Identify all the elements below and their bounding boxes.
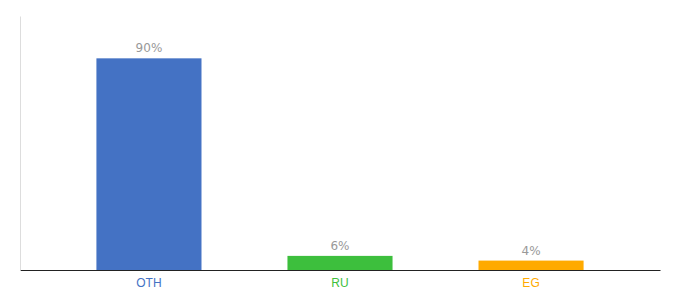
bar: [96, 58, 201, 270]
x-tick: OTH: [136, 276, 161, 290]
x-tick-label: RU: [331, 276, 348, 290]
bars: [96, 58, 583, 270]
bar: [479, 261, 584, 270]
bar: [287, 256, 392, 270]
x-tick: EG: [522, 276, 539, 290]
x-tick-label: OTH: [136, 276, 161, 290]
x-tick: RU: [331, 276, 348, 290]
data-label: 90%: [136, 41, 163, 55]
data-label: 6%: [330, 239, 349, 253]
y-axis-line: [20, 17, 21, 271]
x-tick-label: EG: [522, 276, 539, 290]
y-axis: [20, 17, 21, 271]
plot: 90% 6% 4% OTH RU EG: [21, 17, 661, 290]
data-labels: 90% 6% 4%: [136, 41, 541, 257]
x-axis-line: [21, 270, 661, 271]
x-axis: OTH RU EG: [21, 271, 661, 290]
chart: 90% 6% 4% OTH RU EG: [0, 0, 680, 300]
data-label: 4%: [522, 244, 541, 258]
